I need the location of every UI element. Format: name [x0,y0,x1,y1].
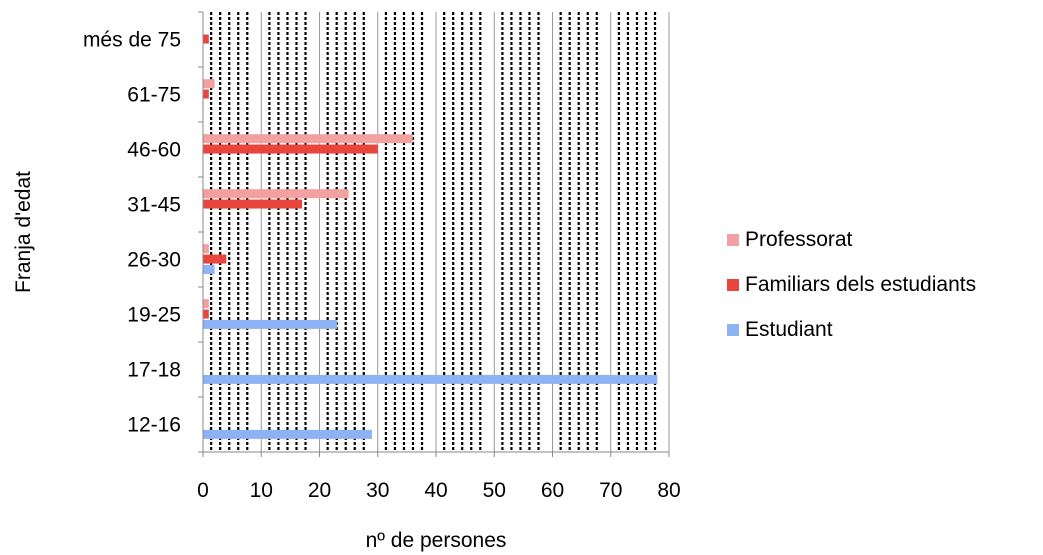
bar-familiars-dels-estudiants-5 [203,144,378,154]
legend: Professorat Familiars dels estudiants Estu… [727,228,976,341]
legend-swatch [727,324,739,336]
bar-estudiant-0 [203,429,372,439]
x-tick-label: 80 [657,479,680,502]
bar-professorat-6 [203,79,215,89]
bars [203,34,658,439]
y-tick-label: 31-45 [127,194,181,217]
bar-professorat-5 [203,134,413,144]
y-tick-label: 17-18 [127,359,181,382]
x-axis-title: nº de persones [366,529,507,552]
gridlines [210,12,670,452]
bar-familiars-dels-estudiants-6 [203,89,209,99]
bar-estudiant-2 [203,319,337,329]
bar-familiars-dels-estudiants-7 [203,34,209,44]
y-tick-labels: 12-16 17-18 19-25 26-30 31-45 46-60 61-75 més d… [83,29,181,437]
legend-swatch [727,279,739,291]
x-tick-label: 50 [483,479,506,502]
x-tick-label: 70 [599,479,622,502]
bar-familiars-dels-estudiants-3 [203,254,227,264]
bar-professorat-2 [203,299,209,309]
x-tick-labels: 0 10 20 30 40 50 60 70 80 [197,479,681,502]
bar-estudiant-1 [203,374,658,384]
legend-label: Familiars dels estudiants [745,273,976,296]
bar-familiars-dels-estudiants-2 [203,309,209,319]
x-tick-label: 60 [541,479,564,502]
y-tick-label: 19-25 [127,304,181,327]
y-tick-label: 46-60 [127,139,181,162]
x-tick-label: 30 [366,479,389,502]
bar-professorat-3 [203,244,209,254]
bar-professorat-4 [203,189,349,199]
axes [198,11,670,457]
bar-estudiant-3 [203,264,215,274]
x-tick-label: 40 [424,479,447,502]
x-tick-label: 10 [250,479,273,502]
y-tick-label: 26-30 [127,249,181,272]
x-tick-label: 0 [197,479,209,502]
y-tick-label: 61-75 [127,84,181,107]
bar-familiars-dels-estudiants-4 [203,199,303,209]
y-tick-label: més de 75 [83,29,181,52]
legend-swatch [727,234,739,246]
legend-label: Estudiant [745,318,833,341]
legend-label: Professorat [745,228,853,251]
x-tick-label: 20 [308,479,331,502]
y-tick-label: 12-16 [127,414,181,437]
y-axis-title: Franja d'edat [12,171,35,293]
